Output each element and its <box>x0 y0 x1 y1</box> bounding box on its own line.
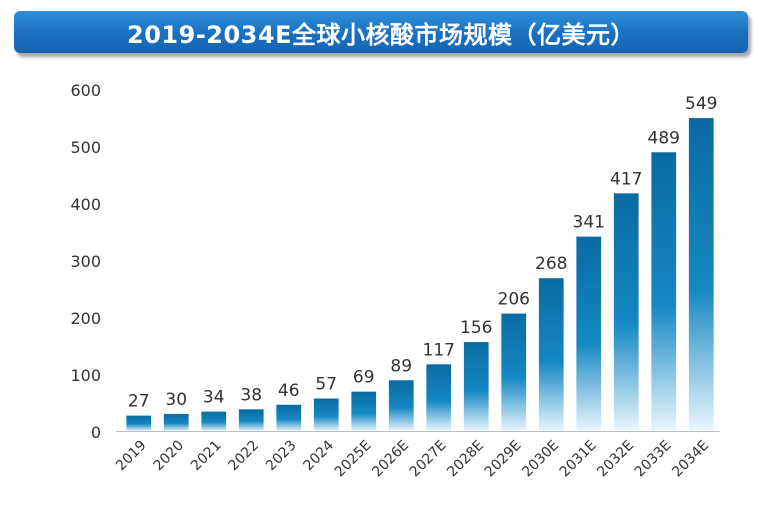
y-axis: 0 100 200 300 400 500 600 <box>70 81 101 442</box>
x-tick-label: 2025E <box>332 438 375 481</box>
chart-title-banner: 2019-2034E全球小核酸市场规模（亿美元） <box>14 11 748 53</box>
y-tick-label: 500 <box>70 138 101 157</box>
bar <box>651 152 677 431</box>
x-tick-label: 2033E <box>632 438 675 481</box>
x-tick-label: 2027E <box>407 438 450 481</box>
data-label: 549 <box>685 94 717 114</box>
bar <box>388 380 414 431</box>
bar <box>426 364 452 431</box>
bar <box>351 391 377 431</box>
data-label: 38 <box>240 385 262 405</box>
data-label: 156 <box>460 318 492 338</box>
data-label: 341 <box>573 213 605 233</box>
bar <box>501 313 527 431</box>
data-label: 268 <box>535 254 567 274</box>
x-tick-label: 2019 <box>113 438 150 475</box>
data-label: 206 <box>498 290 530 310</box>
x-axis: 2019 2020 2021 2022 2023 20242025E2026E2027E2… <box>113 431 720 481</box>
x-tick-label: 2023 <box>263 438 300 475</box>
bar <box>576 236 602 431</box>
chart-title: 2019-2034E全球小核酸市场规模（亿美元） <box>127 20 635 49</box>
x-tick-label: 2030E <box>519 438 562 481</box>
x-tick-label: 2026E <box>369 438 412 481</box>
bar <box>163 413 189 431</box>
data-label: 489 <box>648 128 680 148</box>
data-label: 46 <box>278 381 300 401</box>
bar <box>126 415 152 431</box>
x-tick-label: 2022 <box>226 438 263 475</box>
y-tick-label: 0 <box>91 423 101 442</box>
bar <box>463 342 489 431</box>
data-label: 89 <box>390 356 412 376</box>
data-label: 34 <box>203 388 225 408</box>
bar <box>276 404 302 431</box>
y-tick-label: 100 <box>70 366 101 385</box>
bar <box>613 193 639 431</box>
bar <box>238 409 264 431</box>
x-tick-label: 2028E <box>444 438 487 481</box>
x-tick-label: 2029E <box>482 438 525 481</box>
bar <box>313 398 339 431</box>
data-label: 69 <box>353 368 375 388</box>
y-tick-label: 400 <box>70 195 101 214</box>
bar <box>688 118 714 431</box>
x-tick-label: 2032E <box>594 438 637 481</box>
y-tick-label: 600 <box>70 81 101 100</box>
y-tick-label: 200 <box>70 309 101 328</box>
x-tick-label: 2021 <box>188 438 225 475</box>
data-label: 27 <box>128 392 150 412</box>
y-tick-label: 300 <box>70 252 101 271</box>
data-label: 417 <box>610 169 642 189</box>
data-label: 30 <box>165 390 187 410</box>
bar <box>538 278 564 431</box>
data-label: 57 <box>315 375 337 395</box>
x-tick-label: 2020 <box>151 438 188 475</box>
bar <box>201 411 227 431</box>
x-tick-label: 2034E <box>669 438 712 481</box>
x-tick-label: 2031E <box>557 438 600 481</box>
data-label: 117 <box>423 340 455 360</box>
